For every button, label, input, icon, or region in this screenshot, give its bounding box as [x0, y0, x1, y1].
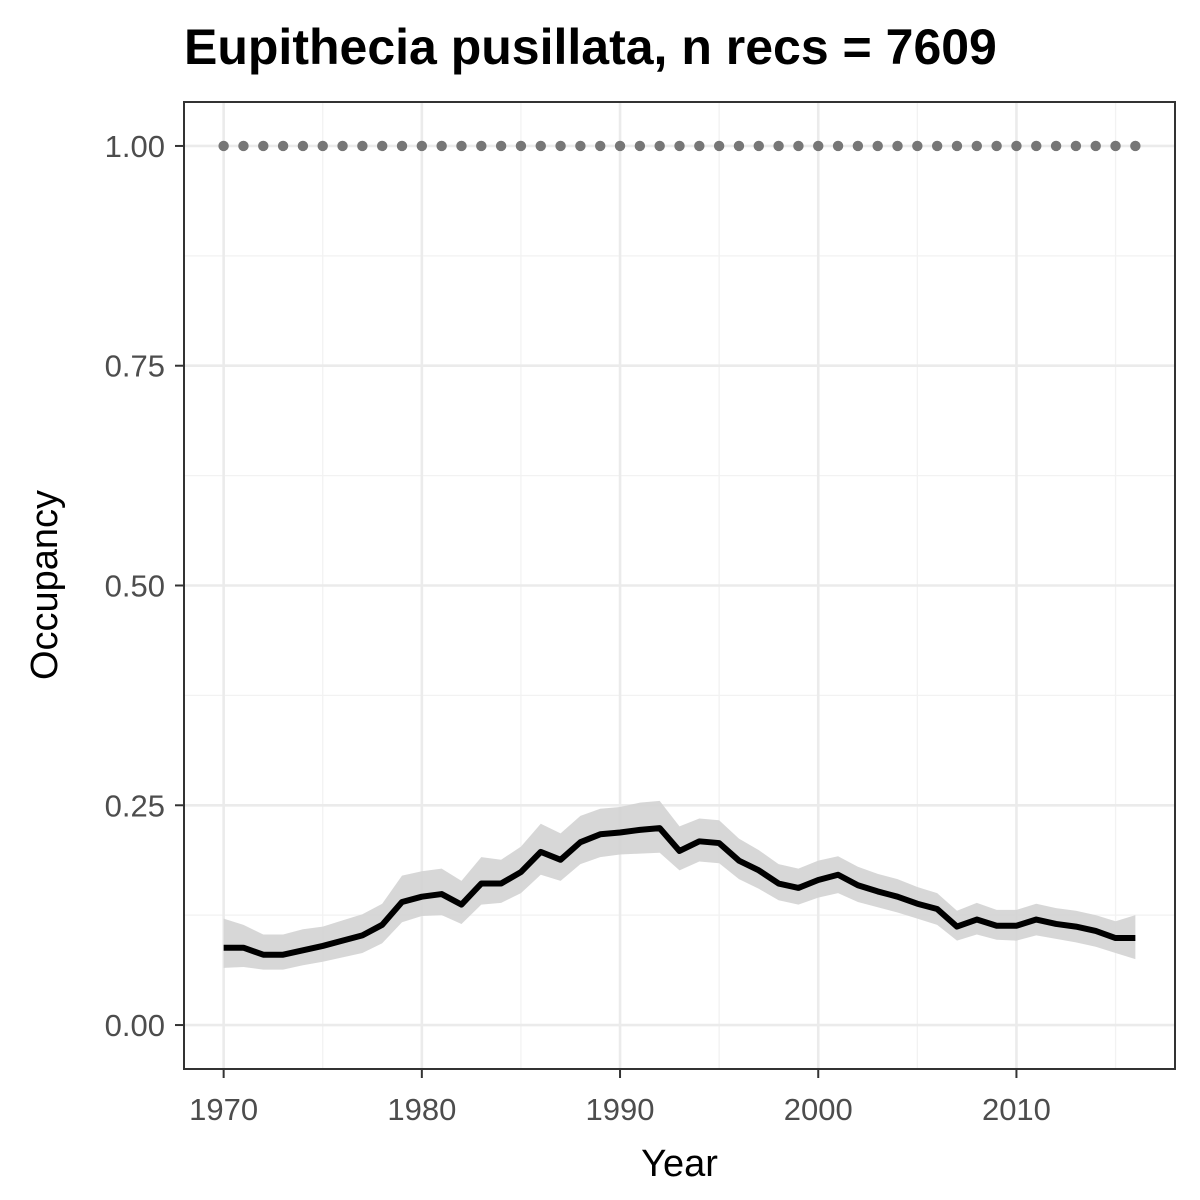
data-point: [495, 140, 507, 152]
data-point: [1011, 140, 1022, 152]
data-point: [931, 140, 943, 152]
data-point: [476, 140, 487, 152]
data-point: [971, 140, 982, 152]
data-point: [456, 140, 467, 152]
data-point: [436, 140, 447, 152]
data-point: [238, 140, 249, 152]
x-tick-label: 2000: [784, 1092, 853, 1127]
data-point: [892, 140, 903, 152]
data-point: [277, 140, 289, 152]
data-point: [1050, 140, 1062, 152]
data-point: [377, 140, 388, 152]
data-point: [258, 140, 269, 152]
points-layer: [218, 140, 1141, 152]
confidence-ribbon: [223, 800, 1136, 970]
occupancy-line: [223, 825, 1136, 958]
data-point: [1110, 140, 1121, 152]
data-point: [218, 140, 229, 152]
data-point: [674, 140, 685, 152]
data-point: [555, 140, 566, 152]
y-tick-label: 1.00: [105, 129, 165, 164]
data-point: [535, 140, 546, 152]
x-axis: 1970 1980 1990 2000 2010: [189, 1069, 1051, 1127]
data-point: [1090, 140, 1101, 152]
data-point: [733, 140, 745, 152]
y-axis-title: Occupancy: [24, 490, 66, 680]
data-point: [753, 140, 764, 152]
data-point: [1070, 140, 1082, 152]
data-point: [297, 140, 309, 152]
data-point: [337, 140, 348, 152]
data-point: [317, 140, 328, 152]
data-point: [614, 140, 626, 152]
data-point: [515, 140, 527, 152]
data-point: [991, 140, 1002, 152]
data-point: [575, 140, 586, 152]
x-axis-title: Year: [641, 1143, 718, 1185]
x-tick-label: 1970: [189, 1092, 258, 1127]
y-axis: 0.00 0.25 0.50 0.75 1.00: [105, 129, 184, 1043]
data-point: [773, 140, 784, 152]
x-tick-label: 1990: [586, 1092, 655, 1127]
data-point: [872, 140, 883, 152]
confidence-ribbon-layer: [223, 800, 1136, 970]
data-point: [1031, 140, 1042, 152]
y-tick-label: 0.00: [105, 1008, 165, 1043]
data-point: [396, 140, 408, 152]
y-tick-label: 0.50: [105, 569, 165, 604]
data-point: [634, 140, 646, 152]
occupancy-line-layer: [223, 825, 1136, 958]
data-point: [595, 140, 606, 152]
data-point: [416, 140, 428, 152]
data-point: [793, 140, 804, 152]
y-tick-label: 0.25: [105, 788, 165, 823]
y-tick-label: 0.75: [105, 349, 165, 384]
data-point: [654, 140, 665, 152]
data-point: [713, 140, 725, 152]
chart-title: Eupithecia pusillata, n recs = 7609: [184, 19, 997, 75]
x-tick-label: 2010: [982, 1092, 1051, 1127]
data-point: [1130, 140, 1141, 152]
data-point: [951, 140, 963, 152]
data-point: [357, 140, 368, 152]
data-point: [832, 140, 844, 152]
data-point: [852, 140, 864, 152]
data-point: [813, 140, 824, 152]
x-tick-label: 1980: [387, 1092, 456, 1127]
data-point: [694, 140, 705, 152]
data-point: [912, 140, 923, 152]
